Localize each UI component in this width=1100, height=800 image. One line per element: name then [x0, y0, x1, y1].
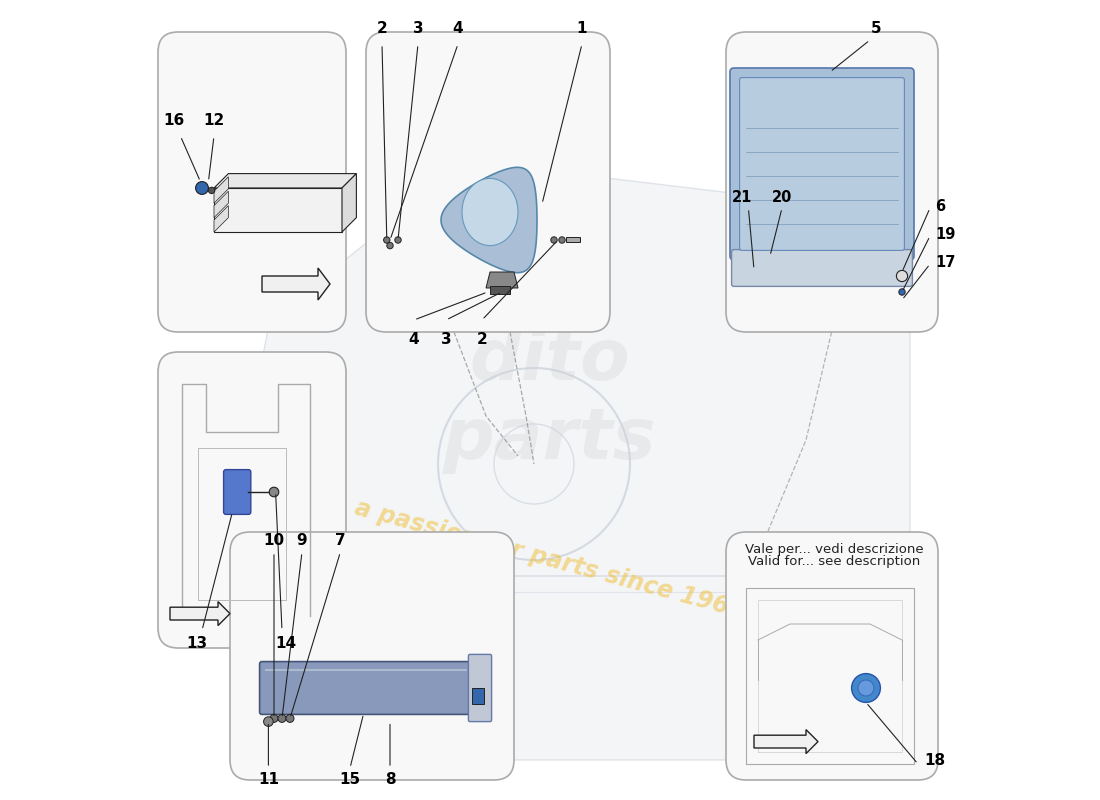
- Text: 5: 5: [871, 21, 882, 36]
- Text: Vale per... vedi descrizione: Vale per... vedi descrizione: [745, 543, 923, 556]
- Text: 3: 3: [441, 332, 451, 347]
- Polygon shape: [486, 272, 518, 288]
- Text: 15: 15: [340, 772, 361, 787]
- Polygon shape: [214, 191, 229, 218]
- Circle shape: [858, 680, 874, 696]
- FancyBboxPatch shape: [260, 662, 472, 714]
- Circle shape: [551, 237, 558, 243]
- Text: 3: 3: [412, 21, 424, 36]
- FancyBboxPatch shape: [158, 352, 346, 648]
- FancyBboxPatch shape: [730, 68, 914, 260]
- Text: 13: 13: [186, 636, 207, 651]
- Text: 20: 20: [772, 190, 792, 205]
- Circle shape: [896, 270, 907, 282]
- Text: 2: 2: [376, 21, 387, 36]
- Circle shape: [559, 237, 565, 243]
- Polygon shape: [214, 177, 229, 203]
- FancyBboxPatch shape: [469, 654, 492, 722]
- FancyBboxPatch shape: [158, 32, 346, 332]
- Circle shape: [278, 714, 286, 722]
- Text: a passion for parts since 1960: a passion for parts since 1960: [352, 496, 748, 624]
- Circle shape: [395, 237, 402, 243]
- FancyBboxPatch shape: [230, 532, 514, 780]
- Circle shape: [387, 242, 393, 249]
- Text: 21: 21: [732, 190, 752, 205]
- Circle shape: [899, 289, 905, 295]
- Polygon shape: [170, 602, 230, 626]
- Text: 7: 7: [336, 533, 345, 548]
- Polygon shape: [214, 174, 356, 188]
- Polygon shape: [462, 178, 518, 246]
- Text: 16: 16: [164, 113, 185, 128]
- Polygon shape: [262, 268, 330, 300]
- Text: dito
parts: dito parts: [443, 326, 657, 474]
- Circle shape: [196, 182, 208, 194]
- Text: 4: 4: [409, 332, 419, 347]
- Text: 19: 19: [936, 227, 956, 242]
- Text: 8: 8: [385, 772, 395, 787]
- Text: 14: 14: [275, 636, 297, 651]
- Circle shape: [286, 714, 294, 722]
- Text: 1: 1: [576, 21, 587, 36]
- Polygon shape: [754, 730, 818, 754]
- Text: 17: 17: [936, 255, 956, 270]
- FancyBboxPatch shape: [726, 532, 938, 780]
- Text: 6: 6: [936, 199, 946, 214]
- Text: 12: 12: [204, 113, 224, 128]
- Text: 2: 2: [476, 332, 487, 347]
- Bar: [566, 237, 581, 242]
- Text: 11: 11: [257, 772, 279, 787]
- Polygon shape: [214, 188, 342, 232]
- FancyBboxPatch shape: [223, 470, 251, 514]
- Bar: [472, 688, 484, 704]
- Circle shape: [851, 674, 880, 702]
- FancyBboxPatch shape: [366, 32, 610, 332]
- Text: 10: 10: [263, 533, 285, 548]
- Circle shape: [270, 714, 278, 722]
- Polygon shape: [441, 167, 537, 273]
- Polygon shape: [230, 176, 910, 760]
- Text: 9: 9: [297, 533, 307, 548]
- Text: 4: 4: [453, 21, 463, 36]
- FancyBboxPatch shape: [739, 78, 904, 250]
- Bar: [490, 286, 510, 294]
- Text: Valid for... see description: Valid for... see description: [748, 555, 920, 568]
- Circle shape: [384, 237, 390, 243]
- FancyBboxPatch shape: [726, 32, 938, 332]
- Circle shape: [208, 187, 214, 194]
- Circle shape: [270, 487, 278, 497]
- Polygon shape: [342, 174, 356, 232]
- FancyBboxPatch shape: [732, 250, 912, 286]
- Circle shape: [264, 717, 273, 726]
- Polygon shape: [214, 206, 229, 232]
- Text: 18: 18: [924, 753, 946, 768]
